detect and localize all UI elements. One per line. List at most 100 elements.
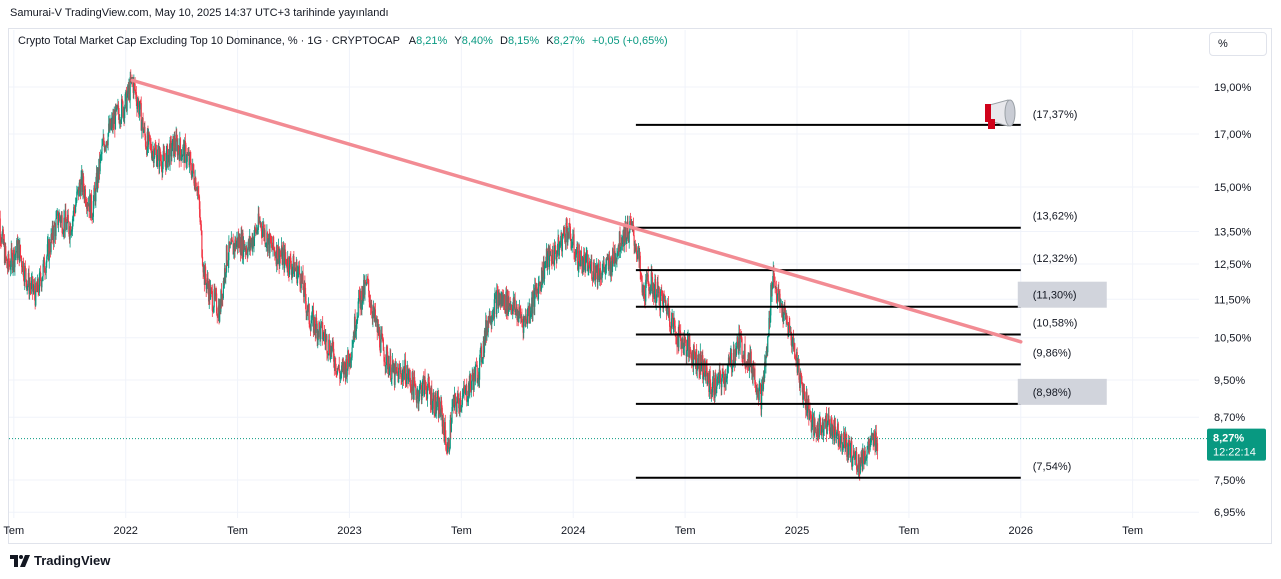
price-axis-label: 19,00% (1214, 82, 1252, 94)
candle-body (326, 353, 329, 355)
candle-body (405, 383, 407, 385)
candle-body (550, 255, 552, 262)
candle-body (524, 317, 526, 321)
candle-body (369, 302, 371, 303)
candle-body (461, 404, 463, 406)
candle-body (621, 243, 624, 245)
candle-body (274, 250, 276, 257)
candle-body (448, 448, 451, 452)
candle-body (204, 266, 206, 285)
candle-body (704, 372, 706, 377)
candle-body (596, 264, 598, 273)
candle-body (265, 243, 267, 245)
candle-body (358, 289, 361, 296)
footer-brand[interactable]: TradingView (34, 553, 111, 568)
candle-body (675, 336, 678, 345)
candle-body (310, 323, 312, 331)
candle-body (610, 257, 612, 276)
candle-body (29, 285, 31, 288)
trendline[interactable] (130, 78, 1023, 344)
candle-body (399, 367, 401, 373)
candle-body (638, 246, 640, 261)
candle-body (742, 355, 744, 359)
candle-body (303, 282, 305, 297)
candle-body (114, 114, 116, 130)
candle-body (496, 290, 498, 292)
candle-body (14, 254, 16, 268)
candle-body (436, 397, 438, 407)
candle-body (727, 365, 729, 369)
candle-body (666, 307, 668, 315)
candle-body (756, 388, 758, 392)
candle-body (726, 368, 728, 379)
candle-body (463, 386, 465, 391)
candle-body (288, 271, 290, 275)
candle-body (547, 253, 549, 267)
candle-body (64, 210, 66, 232)
candle-body (305, 301, 307, 313)
candle-body (688, 339, 690, 358)
candle-body (753, 367, 755, 377)
candle-body (518, 307, 521, 316)
candle-body (338, 364, 340, 369)
candle-body (711, 381, 714, 393)
candle-body (368, 279, 370, 291)
time-axis-label: Tem (451, 525, 472, 537)
candle-body (70, 226, 72, 235)
candle-body (38, 273, 41, 293)
candle-body (442, 419, 445, 429)
candle-body (827, 415, 830, 421)
candle-body (540, 283, 542, 290)
candle-body (805, 392, 807, 410)
candle-body (775, 286, 777, 295)
candle-body (486, 326, 489, 333)
candle-body (306, 311, 308, 313)
candle-body (545, 261, 547, 264)
candle-body (619, 231, 621, 252)
candle-body (569, 226, 571, 239)
candle-body (520, 316, 522, 319)
candle-body (789, 331, 792, 333)
unit-button[interactable]: % (1209, 32, 1267, 56)
candle-body (542, 262, 544, 278)
candle-body (773, 269, 775, 281)
price-axis: 19,00% 17,00% 15,00% 13,50% 12,50% 11,50% 10,5… (1214, 82, 1252, 519)
candle-body (442, 419, 444, 427)
candle-body (855, 452, 857, 454)
candle-body (379, 329, 381, 348)
candle-body (7, 254, 9, 269)
candle-body (104, 146, 106, 151)
candle-body (490, 322, 492, 325)
candle-body (631, 221, 633, 225)
candle-body (48, 240, 50, 261)
candle-body (755, 386, 757, 393)
candle-body (144, 135, 147, 147)
candle-body (685, 338, 687, 340)
candle-body (834, 417, 836, 429)
high-label: Y (454, 35, 462, 47)
candle-body (434, 413, 436, 416)
candle-body (308, 304, 310, 325)
candle-body (202, 265, 204, 273)
candle-body (515, 309, 517, 312)
candle-body (20, 255, 22, 259)
candle-body (195, 177, 197, 191)
candle-body (670, 327, 672, 329)
candle-body (615, 260, 617, 262)
candle-body (708, 370, 711, 393)
candle-body (96, 172, 98, 190)
candle-body (389, 355, 391, 368)
candle-body (460, 398, 462, 409)
candle-body (563, 227, 565, 234)
close-label: K (546, 35, 554, 47)
candle-body (265, 243, 267, 245)
candle-body (372, 311, 374, 319)
candle-body (775, 286, 777, 288)
price-axis-label: 7,50% (1214, 475, 1245, 487)
candle-body (843, 432, 845, 448)
candle-body (453, 398, 455, 409)
candle-body (792, 336, 794, 341)
candle-body (357, 317, 359, 321)
candle-body (628, 232, 630, 243)
